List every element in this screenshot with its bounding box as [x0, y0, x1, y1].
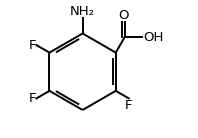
- Text: F: F: [28, 39, 36, 52]
- Text: NH₂: NH₂: [70, 5, 95, 18]
- Text: F: F: [125, 99, 132, 112]
- Text: F: F: [28, 92, 36, 105]
- Text: OH: OH: [143, 31, 163, 44]
- Text: O: O: [118, 9, 129, 22]
